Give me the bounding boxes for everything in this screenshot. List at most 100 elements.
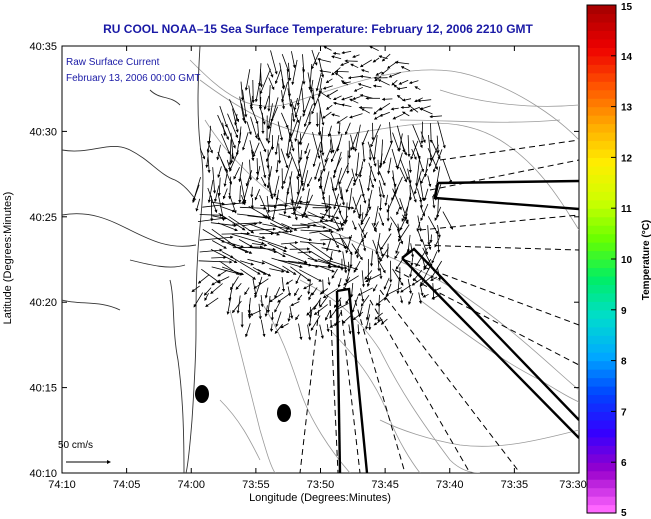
current-vector: [323, 46, 332, 51]
current-vector: [210, 283, 223, 295]
current-vector: [350, 134, 355, 151]
colorbar-strip: [587, 174, 616, 184]
current-vector: [362, 143, 366, 163]
current-vector: [383, 277, 390, 290]
current-vector: [237, 132, 242, 145]
current-vector: [422, 293, 429, 298]
current-vector: [373, 318, 383, 326]
current-vector: [293, 196, 302, 216]
current-vector: [317, 157, 329, 183]
current-vector: [287, 141, 293, 159]
current-vector: [261, 112, 265, 135]
current-vector: [389, 122, 393, 145]
current-vector: [244, 69, 251, 91]
current-vector: [274, 287, 281, 299]
current-vector: [411, 148, 417, 161]
current-vector: [410, 140, 419, 160]
current-vector: [350, 132, 359, 151]
current-vector: [204, 293, 209, 302]
current-vector: [427, 175, 432, 188]
current-vector: [281, 112, 289, 129]
current-vector: [377, 79, 390, 86]
current-vector: [331, 113, 340, 117]
current-vector: [333, 157, 342, 174]
current-vector: [252, 266, 267, 275]
current-vector: [270, 50, 278, 75]
colorbar-strip: [587, 377, 616, 387]
current-vector: [221, 231, 251, 236]
current-vector: [398, 133, 403, 152]
current-vector: [345, 265, 352, 283]
current-vector: [385, 287, 402, 296]
colorbar-strip: [587, 123, 616, 133]
current-vector: [207, 141, 213, 154]
current-vector: [347, 187, 353, 211]
current-vector: [312, 87, 316, 107]
current-vector: [293, 97, 298, 111]
current-vector: [280, 148, 289, 169]
current-vector: [388, 72, 401, 78]
current-vector: [249, 309, 262, 316]
current-vector: [313, 304, 328, 316]
current-vector: [428, 134, 433, 162]
current-vector: [238, 185, 242, 204]
current-vector: [266, 195, 271, 214]
current-vector: [344, 202, 348, 224]
current-vector: [307, 211, 329, 222]
colorbar-tick-label: 11: [621, 204, 632, 215]
current-vector: [240, 232, 266, 240]
current-vector: [253, 278, 269, 289]
current-vector: [282, 252, 308, 264]
current-vector: [410, 243, 415, 258]
current-vector: [341, 238, 353, 256]
current-vector: [423, 188, 429, 202]
current-vector: [205, 297, 219, 308]
current-vector: [228, 283, 234, 302]
current-vector: [291, 59, 298, 86]
current-vector: [241, 103, 247, 125]
current-vector: [378, 186, 382, 198]
colorbar-strip: [587, 140, 616, 150]
current-vector: [320, 236, 353, 241]
current-vector: [336, 116, 348, 124]
current-vector: [394, 251, 400, 260]
current-vector: [263, 95, 270, 111]
current-vector: [372, 239, 381, 261]
current-vector: [311, 51, 320, 70]
current-vector: [270, 205, 302, 212]
colorbar-tick-label: 14: [621, 52, 633, 63]
current-vector: [195, 198, 201, 212]
current-vector: [259, 68, 271, 95]
current-vector: [270, 97, 279, 123]
current-vector: [199, 235, 234, 241]
current-vector: [378, 212, 385, 227]
current-vector: [271, 257, 303, 269]
current-vector: [296, 168, 300, 180]
current-vector: [332, 95, 342, 101]
current-vector: [434, 238, 440, 248]
current-vector: [341, 103, 352, 107]
current-vector: [238, 162, 243, 183]
current-vector: [307, 241, 334, 260]
colorbar-strip: [587, 13, 616, 23]
current-vector: [254, 284, 260, 299]
current-vector: [191, 285, 200, 293]
current-vector: [248, 227, 277, 231]
current-vector: [374, 76, 382, 82]
current-vector: [354, 241, 362, 255]
current-vector: [414, 86, 421, 91]
current-vector: [433, 287, 442, 292]
current-vector: [350, 282, 354, 298]
current-vector: [366, 276, 372, 287]
current-vector: [281, 223, 298, 231]
radar-site-2: [277, 404, 291, 422]
current-vector: [423, 258, 432, 271]
current-vector: [411, 277, 423, 286]
current-vector: [368, 162, 377, 183]
current-vector: [302, 96, 311, 117]
current-vector: [223, 169, 229, 187]
current-vector: [408, 292, 414, 305]
coastline: [62, 46, 204, 473]
colorbar-tick-label: 13: [621, 103, 633, 114]
current-vector: [357, 287, 373, 296]
